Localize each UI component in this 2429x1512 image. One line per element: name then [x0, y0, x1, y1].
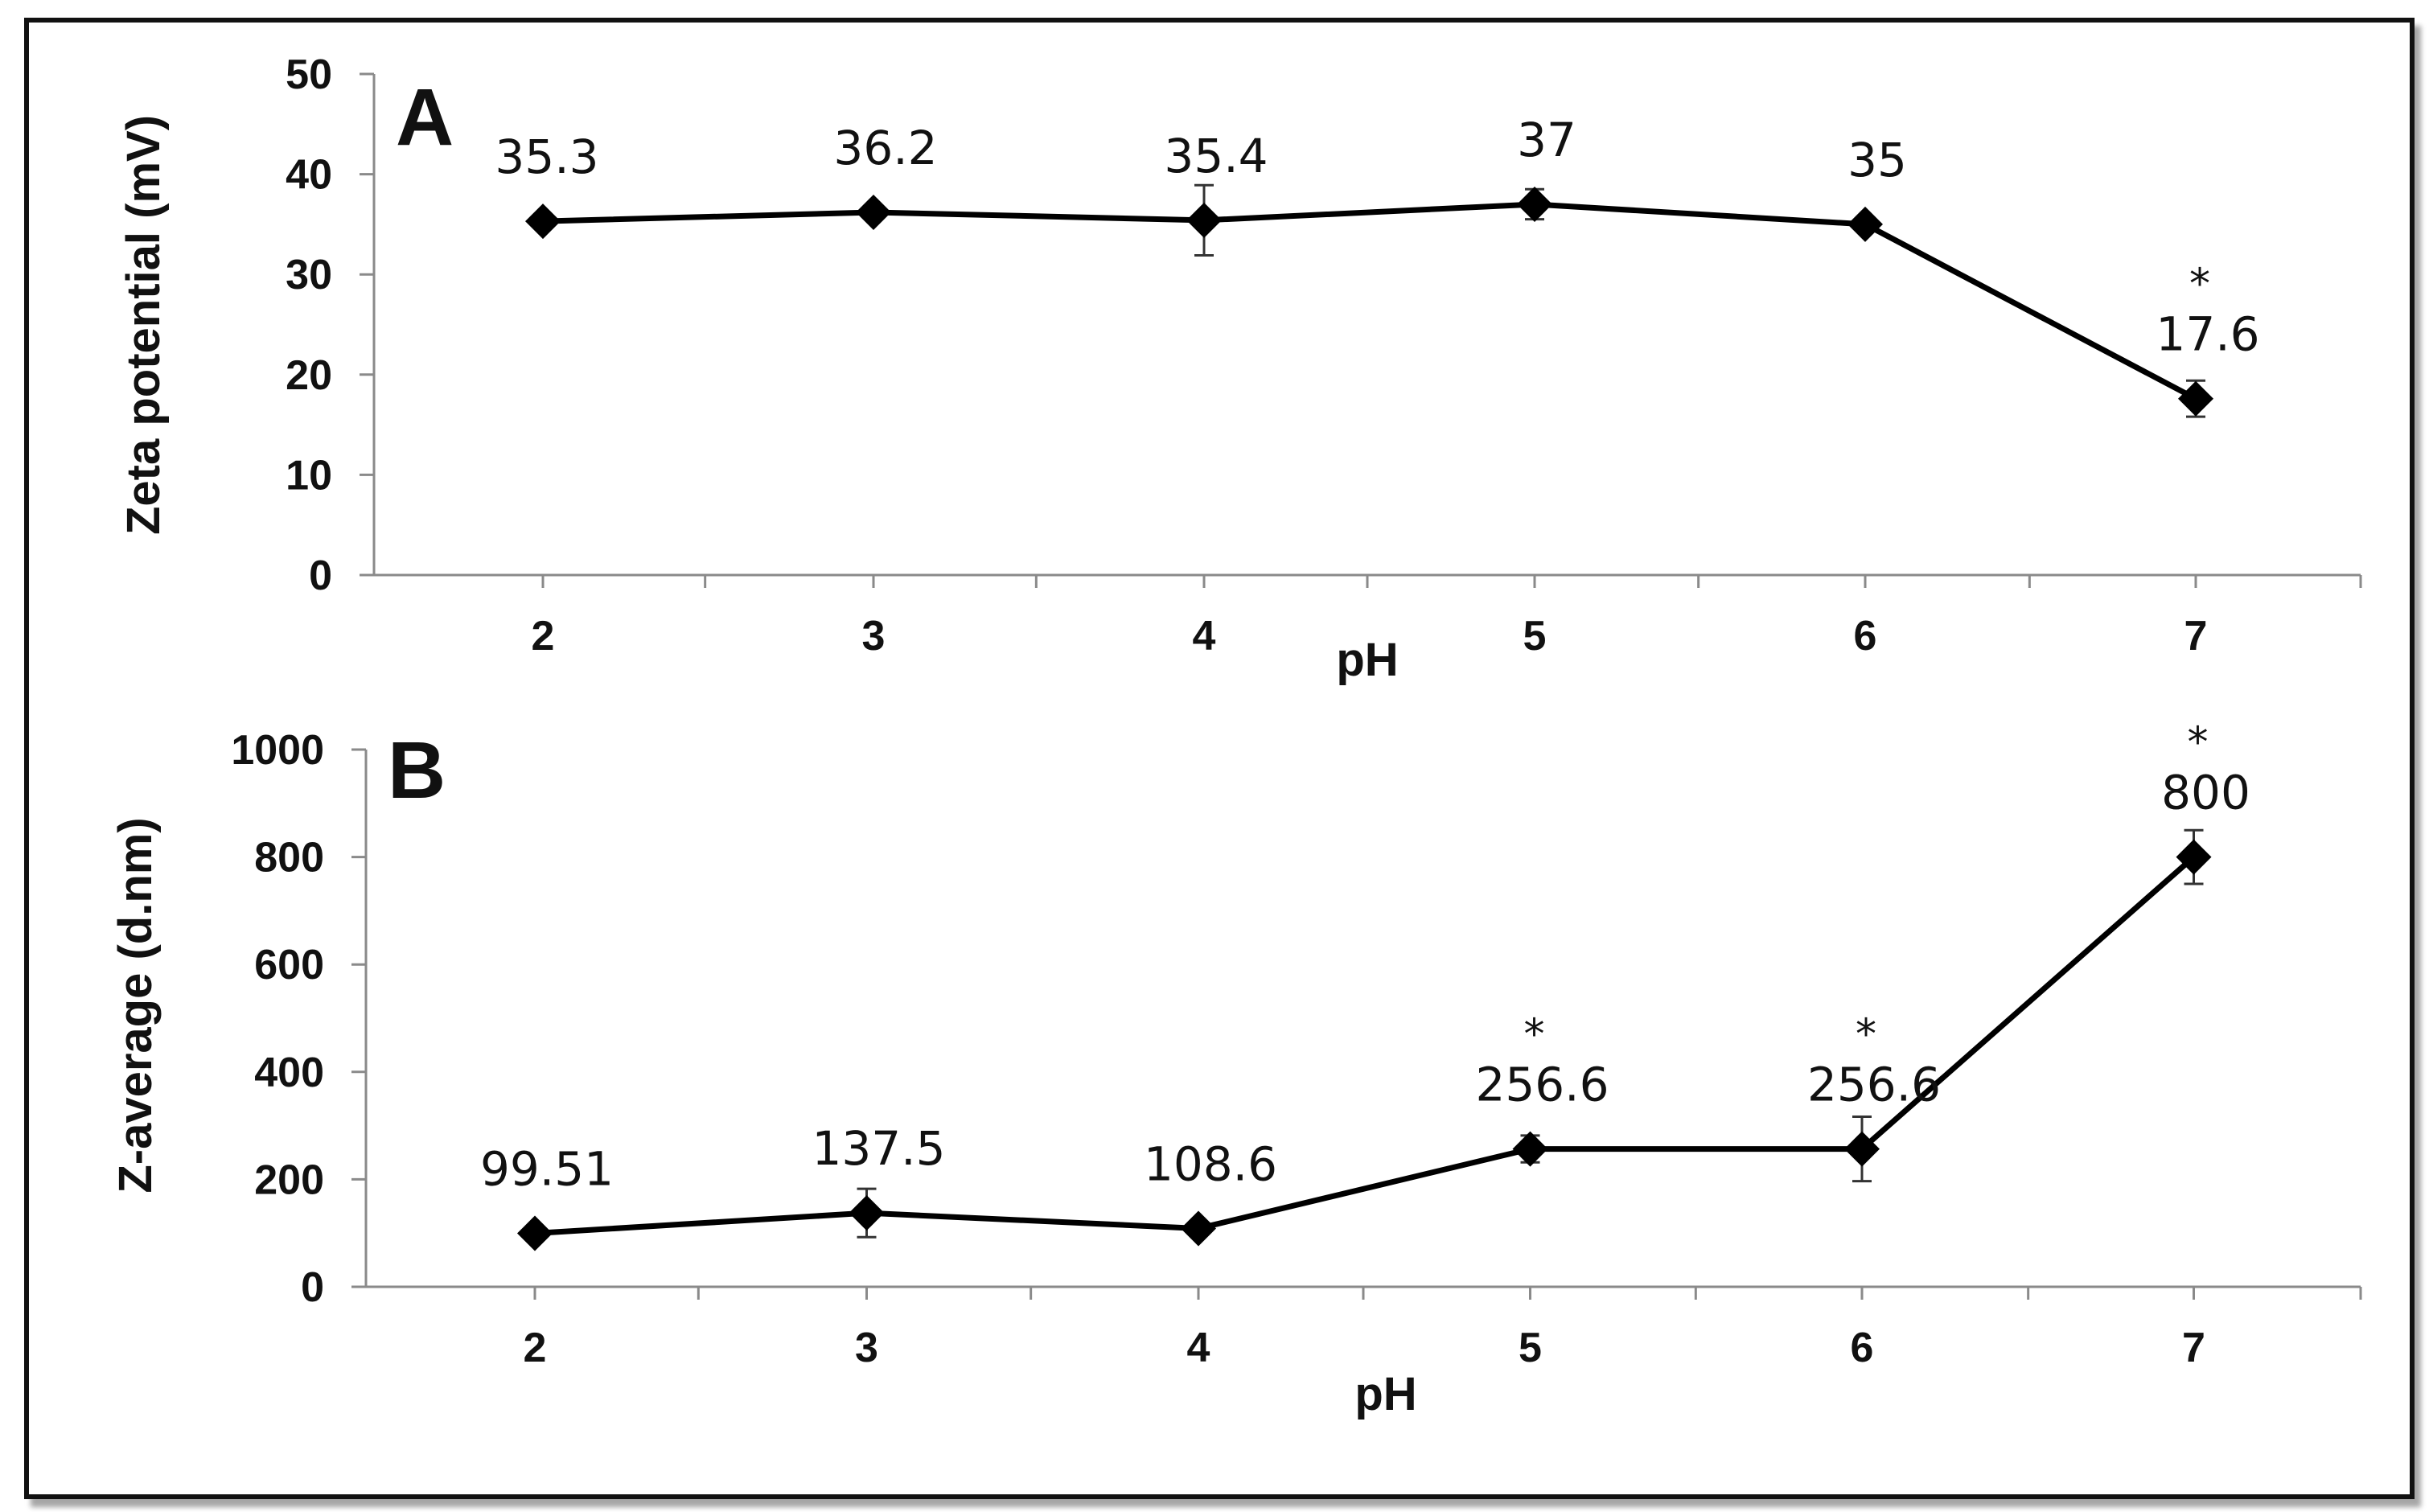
data-point-marker [525, 203, 561, 240]
data-point-marker [849, 1195, 885, 1231]
data-label: 36.2 [833, 121, 937, 175]
x-tick-label: 5 [1523, 613, 1547, 659]
data-label: 35.4 [1164, 129, 1268, 183]
y-tick-label: 600 [254, 942, 324, 988]
data-label: 99.51 [480, 1142, 614, 1197]
x-tick-label: 7 [2184, 613, 2208, 659]
series-line [534, 854, 2196, 1237]
y-axis-title: Zeta potential (mV) [117, 115, 170, 535]
data-label: 37 [1517, 113, 1576, 167]
y-tick-label: 800 [254, 835, 324, 881]
y-tick-label: 20 [286, 352, 332, 399]
panel-letter: A [396, 72, 454, 162]
significance-star: * [1856, 1011, 1876, 1059]
x-tick-label: 6 [1854, 613, 1877, 659]
data-point-marker [2178, 380, 2213, 417]
y-tick-label: 30 [286, 252, 332, 298]
data-point-marker [856, 194, 891, 230]
data-label: 17.6 [2156, 307, 2259, 362]
y-tick-label: 0 [301, 1264, 324, 1311]
data-point-marker [1181, 1210, 1216, 1247]
data-label: 35 [1847, 133, 1907, 187]
y-tick-label: 40 [286, 152, 332, 199]
series-line [542, 201, 2197, 401]
y-tick-label: 10 [286, 452, 332, 499]
significance-star: * [1524, 1011, 1545, 1059]
data-point-marker [1186, 202, 1222, 238]
data-label: 108.6 [1144, 1136, 1277, 1191]
data-point-marker [1517, 186, 1552, 222]
y-tick-label: 1000 [231, 727, 324, 774]
y-tick-label: 400 [254, 1050, 324, 1096]
x-tick-label: 5 [1519, 1325, 1542, 1371]
data-label: 35.3 [495, 129, 598, 184]
x-axis-title: pH [1336, 634, 1398, 686]
x-tick-label: 7 [2182, 1325, 2205, 1371]
significance-star: * [2189, 261, 2210, 309]
panel-letter: B [388, 725, 446, 816]
x-tick-label: 2 [532, 613, 555, 659]
y-tick-label: 50 [286, 51, 332, 98]
data-label: 137.5 [812, 1121, 945, 1176]
data-point-marker [2176, 839, 2212, 875]
y-axis-title: Z-average (d.nm) [109, 817, 162, 1193]
x-tick-label: 3 [855, 1325, 878, 1371]
x-axis-title: pH [1354, 1368, 1416, 1420]
x-tick-label: 6 [1851, 1325, 1874, 1371]
figure-frame [24, 18, 2415, 1499]
x-tick-label: 4 [1193, 613, 1216, 659]
data-point-marker [1512, 1131, 1548, 1167]
data-point-marker [1844, 1131, 1880, 1167]
data-label: 256.6 [1475, 1058, 1609, 1112]
data-point-marker [517, 1215, 553, 1251]
y-tick-label: 0 [309, 553, 332, 599]
panel-b-chart: 0 200 400 600 800 1000 2 3 4 5 6 7 pH Z-average (d.nm… [109, 719, 2362, 1420]
x-tick-label: 2 [524, 1325, 547, 1371]
y-tick-label: 200 [254, 1157, 324, 1203]
data-label: 256.6 [1807, 1058, 1941, 1112]
significance-star: * [2188, 719, 2209, 767]
x-tick-label: 3 [862, 613, 886, 659]
data-label: 800 [2161, 766, 2250, 820]
data-point-marker [1847, 206, 1883, 242]
x-tick-label: 4 [1187, 1325, 1210, 1371]
